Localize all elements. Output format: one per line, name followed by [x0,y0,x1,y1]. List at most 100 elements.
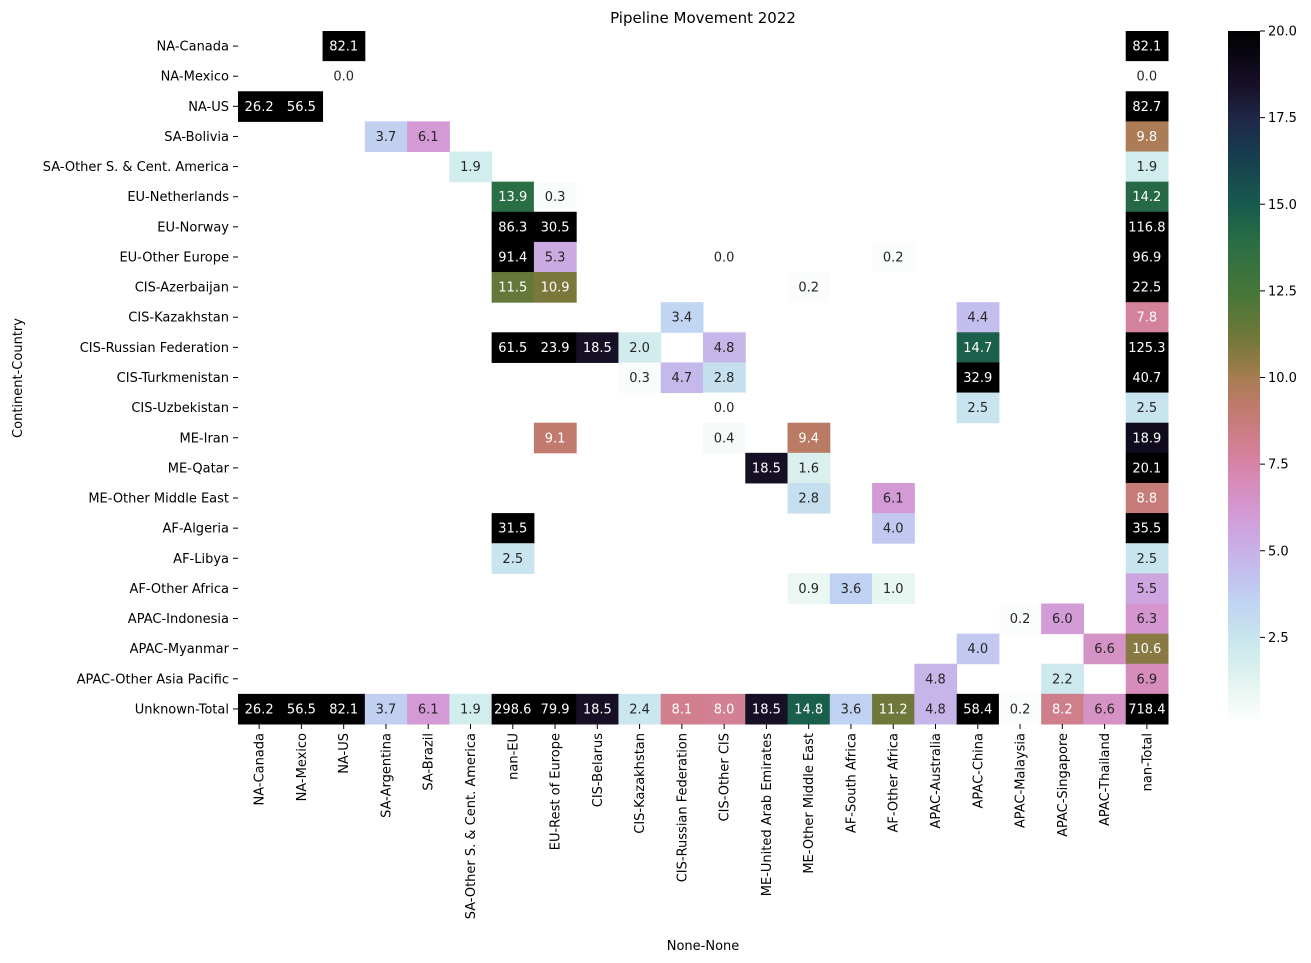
heatmap-cell [872,241,915,273]
row-label: CIS-Kazakhstan [128,311,229,326]
cell-value-label: 8.2 [1052,702,1073,717]
heatmap-cell [533,181,577,213]
heatmap-cell [491,332,535,363]
heatmap-cell [787,452,831,484]
cell-value-label: 82.1 [329,40,358,55]
heatmap-cell [280,693,324,725]
heatmap-cell [787,693,831,725]
cell-value-label: 18.5 [583,341,612,356]
heatmap-cell [491,241,535,273]
cell-value-label: 0.0 [714,250,735,265]
heatmap-cell [1125,543,1169,574]
cell-value-label: 8.0 [714,702,735,717]
heatmap-cell [1125,573,1169,604]
cell-value-label: 11.5 [498,281,527,296]
cell-value-label: 6.0 [1052,612,1073,627]
cell-value-label: 18.9 [1132,431,1161,446]
cell-value-label: 6.1 [883,492,904,507]
heatmap-cell [1125,422,1169,454]
heatmap-cell [998,603,1042,635]
cell-value-label: 56.5 [287,702,316,717]
column-label: NA-US [337,733,352,774]
heatmap-cell [1125,362,1169,394]
heatmap-cell [1125,332,1169,363]
heatmap-cell [533,422,577,454]
column-label: APAC-Singapore [1056,733,1071,837]
cell-value-label: 6.6 [1094,702,1115,717]
cell-value-label: 2.8 [798,492,819,507]
cell-value-label: 0.4 [714,431,735,446]
cell-value-label: 6.9 [1137,672,1158,687]
heatmap-cell [1125,452,1169,484]
cell-value-label: 4.0 [967,642,988,657]
heatmap-cell [998,693,1042,725]
colorbar [1228,31,1260,724]
heatmap-cell [703,241,746,273]
cell-value-label: 13.9 [498,190,527,205]
cell-value-label: 9.1 [545,431,566,446]
heatmap-cell [745,452,789,484]
heatmap-cell [956,362,1000,394]
cell-value-label: 4.8 [925,702,946,717]
heatmap-cell [407,693,450,725]
cell-value-label: 82.7 [1132,100,1161,115]
cell-value-label: 0.3 [545,190,566,205]
cell-value-label: 3.4 [672,311,693,326]
cell-value-label: 0.0 [714,401,735,416]
cell-value-label: 0.3 [629,371,650,386]
heatmap-cell [491,513,535,544]
heatmap-cell [1125,663,1169,695]
heatmap-cell [1083,633,1127,665]
heatmap-cell [1125,482,1169,514]
heatmap-cell [491,693,535,725]
heatmap-cell [703,422,746,454]
heatmap-cell [618,693,662,725]
heatmap-cell [491,543,535,574]
cell-value-label: 0.2 [1010,702,1031,717]
heatmap-cell [1125,241,1169,273]
heatmap-cell [829,573,873,604]
heatmap-cell [1125,603,1169,635]
cell-value-label: 2.5 [967,401,988,416]
cell-value-label: 5.3 [545,250,566,265]
cell-value-label: 4.8 [925,672,946,687]
row-label: AF-Other Africa [129,582,229,597]
heatmap-cell [745,693,789,725]
column-label: AF-South Africa [844,733,859,833]
cell-value-label: 5.5 [1137,582,1158,597]
cell-value-label: 96.9 [1132,250,1161,265]
cell-value-label: 3.7 [376,702,397,717]
row-label: CIS-Azerbaijan [135,281,229,296]
cell-value-label: 298.6 [494,702,531,717]
cell-value-label: 2.5 [502,552,523,567]
heatmap-cell [322,61,366,92]
row-label: EU-Norway [157,220,229,235]
row-label: APAC-Indonesia [128,612,229,627]
cell-value-label: 8.1 [672,702,693,717]
column-label: APAC-Thailand [1098,733,1113,826]
heatmap-cell [1125,513,1169,544]
row-label: ME-Iran [179,431,229,446]
heatmap-cell [660,693,704,725]
heatmap-cell [364,693,408,725]
cell-value-label: 2.0 [629,341,650,356]
row-label: NA-Canada [157,40,230,55]
row-label: ME-Other Middle East [88,492,229,507]
cell-value-label: 6.6 [1094,642,1115,657]
cell-value-label: 125.3 [1128,341,1165,356]
colorbar-tick-label: 15.0 [1268,198,1297,213]
x-axis-label: None-None [667,939,740,954]
heatmap-cell [1125,211,1169,243]
row-label: ME-Qatar [168,461,230,476]
cell-value-label: 9.8 [1137,130,1158,145]
cell-value-label: 3.7 [376,130,397,145]
colorbar-tick-label: 7.5 [1268,458,1289,473]
column-label: NA-Canada [253,733,268,806]
heatmap-cell [787,482,831,514]
heatmap-cell [1125,633,1169,665]
column-label: APAC-Malaysia [1014,733,1029,828]
cell-value-label: 0.0 [333,70,354,85]
heatmap-cell [322,693,366,725]
colorbar-tick-label: 2.5 [1268,631,1289,646]
heatmap-cell [322,31,366,62]
